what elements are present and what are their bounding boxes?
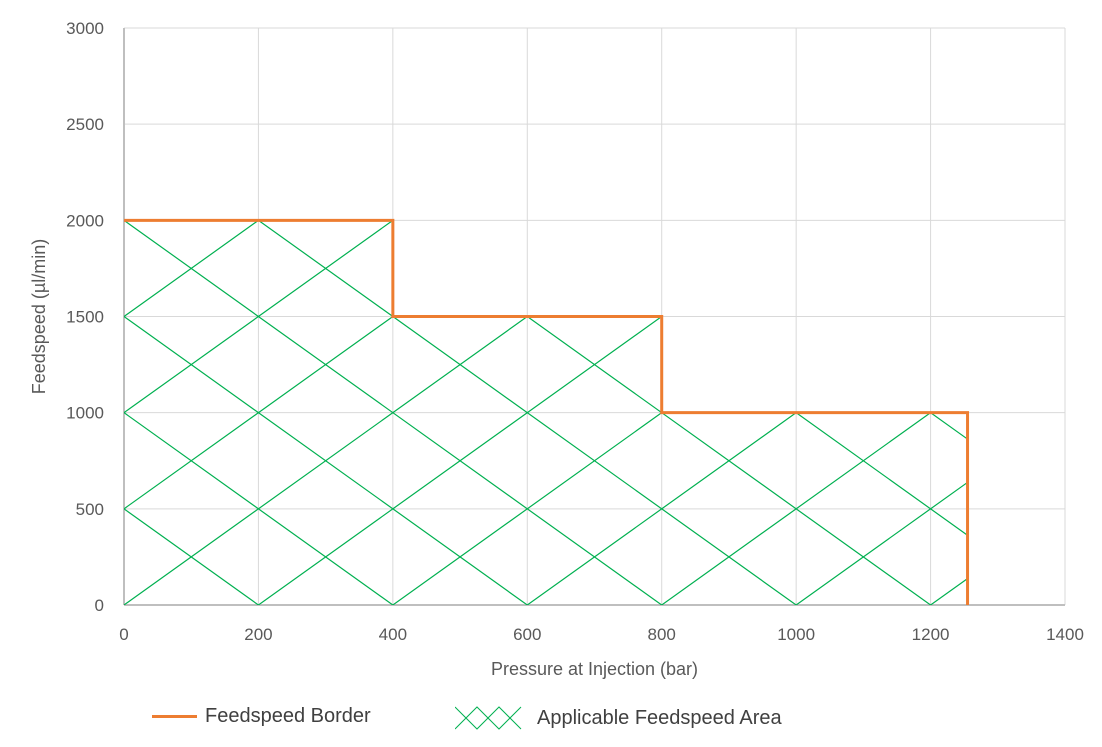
svg-text:800: 800 [648, 625, 676, 644]
svg-text:3000: 3000 [66, 19, 104, 38]
legend-item-area: Applicable Feedspeed Area [455, 705, 782, 731]
svg-text:1400: 1400 [1046, 625, 1084, 644]
svg-text:400: 400 [379, 625, 407, 644]
svg-text:Feedspeed (µl/min): Feedspeed (µl/min) [29, 239, 49, 394]
svg-text:600: 600 [513, 625, 541, 644]
legend-label-area: Applicable Feedspeed Area [537, 706, 782, 729]
svg-text:200: 200 [244, 625, 272, 644]
svg-text:2000: 2000 [66, 211, 104, 230]
svg-text:Pressure at Injection (bar): Pressure at Injection (bar) [491, 659, 698, 679]
svg-text:0: 0 [95, 596, 104, 615]
svg-text:1500: 1500 [66, 308, 104, 327]
svg-text:500: 500 [76, 500, 104, 519]
svg-text:1000: 1000 [66, 404, 104, 423]
svg-text:2500: 2500 [66, 115, 104, 134]
svg-text:1200: 1200 [912, 625, 950, 644]
chart-plot: 0 200 400 600 800 1000 1200 1400 0 500 1000 1500 200… [29, 19, 1084, 679]
orange-line-icon [152, 715, 197, 718]
legend-label-border: Feedspeed Border [205, 705, 371, 727]
legend-item-border: Feedspeed Border [152, 705, 371, 728]
svg-text:1000: 1000 [777, 625, 815, 644]
svg-text:0: 0 [119, 625, 128, 644]
crosshatch-icon [455, 706, 522, 730]
